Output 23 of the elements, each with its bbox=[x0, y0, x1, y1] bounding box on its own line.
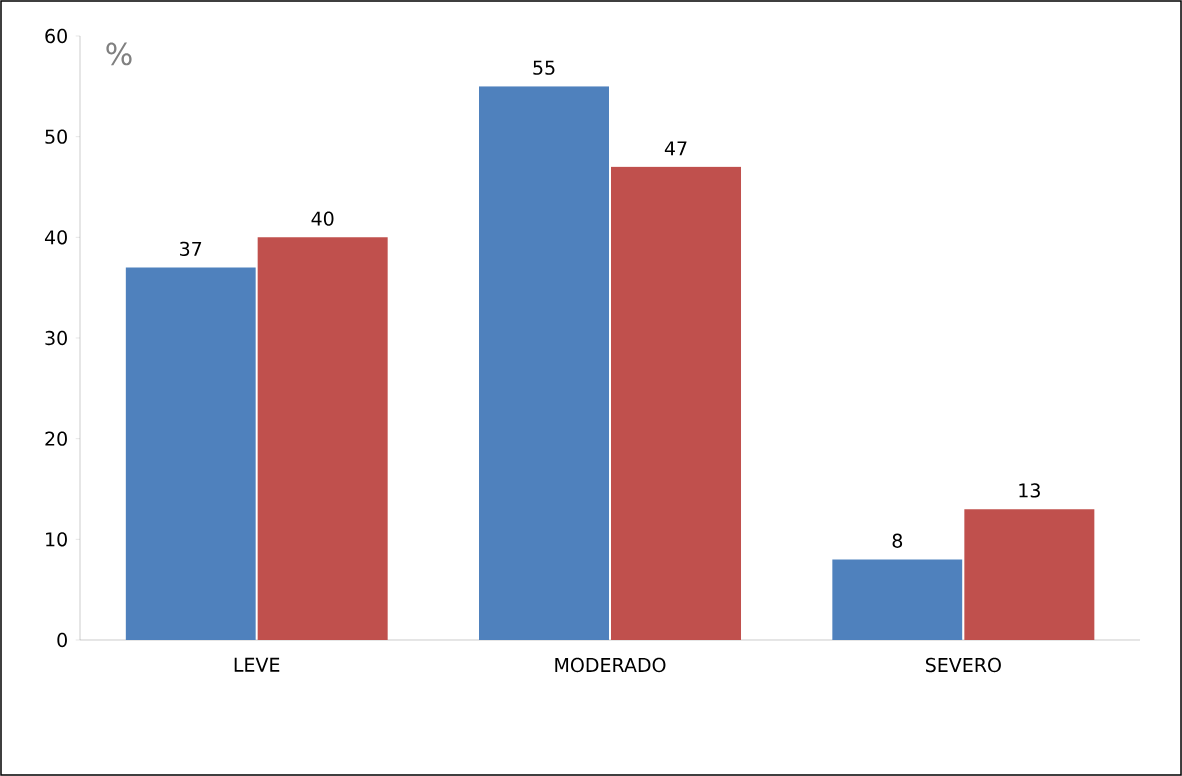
y-tick-label: 10 bbox=[46, 532, 67, 547]
bar bbox=[611, 166, 742, 640]
bar bbox=[257, 237, 388, 640]
data-label: 40 bbox=[311, 211, 334, 226]
y-tick-label: 0 bbox=[57, 632, 67, 648]
bar bbox=[479, 86, 610, 640]
data-label: 47 bbox=[664, 141, 687, 156]
x-tick-label: MODERADO bbox=[555, 657, 666, 673]
y-tick-label: 30 bbox=[45, 330, 67, 346]
y-tick-label: 40 bbox=[44, 230, 67, 245]
data-label: 13 bbox=[1019, 483, 1040, 498]
y-tick-label: 50 bbox=[45, 129, 67, 144]
y-axis-title: % bbox=[106, 42, 132, 66]
x-tick-label: SEVERO bbox=[925, 657, 1001, 673]
bar bbox=[832, 559, 963, 640]
bar bbox=[125, 267, 256, 640]
y-tick-label: 20 bbox=[45, 431, 67, 446]
bar bbox=[964, 509, 1095, 640]
x-tick-label: LEVE bbox=[234, 657, 280, 672]
data-label: 55 bbox=[533, 60, 555, 75]
data-label: 37 bbox=[180, 241, 202, 256]
y-tick-label: 60 bbox=[45, 28, 67, 44]
data-label: 8 bbox=[892, 533, 903, 548]
